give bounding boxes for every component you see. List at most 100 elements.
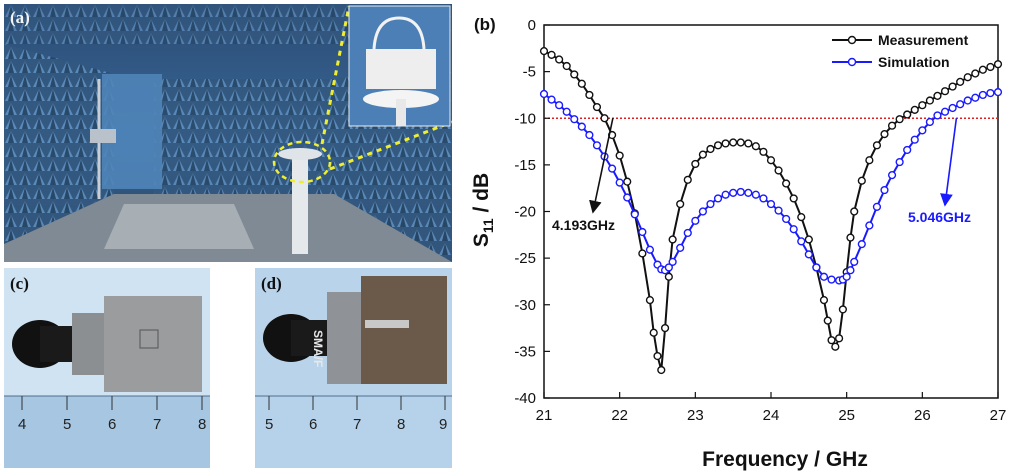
data-point-simulation [668, 257, 677, 266]
data-point-measurement [782, 179, 791, 188]
x-tick-label: 26 [914, 407, 931, 424]
data-point-simulation [948, 103, 957, 113]
data-point-simulation [850, 257, 859, 266]
data-point-simulation [608, 164, 617, 173]
data-point-simulation [933, 111, 942, 120]
data-point-measurement [819, 295, 829, 305]
data-point-measurement [759, 147, 768, 156]
data-point-measurement [880, 130, 889, 139]
x-tick-label: 27 [990, 407, 1007, 424]
data-point-measurement [789, 194, 798, 203]
data-point-simulation [623, 193, 632, 202]
ruler-tick-label: 7 [353, 416, 362, 433]
ruler-tick-label: 6 [108, 416, 117, 433]
data-point-simulation [940, 107, 950, 116]
data-point-measurement [600, 114, 609, 123]
ruler-tick-label: 6 [309, 416, 318, 433]
data-point-measurement [918, 101, 927, 110]
data-point-measurement [850, 207, 859, 216]
ruler-tick-label: 5 [63, 416, 72, 433]
data-point-measurement [555, 55, 564, 64]
data-point-simulation [555, 101, 564, 110]
antenna-back-illustration [255, 268, 452, 468]
data-point-measurement [657, 365, 666, 375]
data-point-simulation [706, 199, 715, 209]
data-point-measurement [766, 156, 776, 165]
photo-antenna-back: (d) SMA/F 5 6 7 8 9 [255, 268, 452, 468]
data-point-simulation [978, 90, 987, 100]
data-point-simulation [993, 88, 1003, 97]
data-point-simulation [789, 225, 798, 234]
data-point-measurement [978, 65, 987, 74]
y-tick-label: -10 [514, 110, 536, 127]
data-point-simulation [872, 202, 882, 211]
data-point-measurement [539, 47, 549, 56]
data-point-simulation [846, 266, 855, 275]
data-point-measurement [910, 105, 919, 114]
data-point-measurement [838, 305, 847, 314]
data-point-measurement [683, 175, 692, 184]
data-point-simulation [827, 275, 836, 284]
data-point-measurement [623, 177, 632, 186]
data-point-simulation [842, 272, 851, 281]
data-point-simulation [986, 88, 995, 98]
data-point-measurement [940, 87, 950, 96]
data-point-simulation [615, 178, 624, 187]
data-point-measurement [645, 295, 655, 305]
panel-label-b: (b) [474, 15, 496, 34]
data-point-measurement [971, 69, 980, 78]
data-point-simulation [585, 130, 594, 140]
data-point-measurement [615, 151, 624, 160]
panel-label-a: (a) [10, 8, 30, 27]
data-point-measurement [835, 334, 844, 343]
data-point-simulation [804, 250, 813, 259]
data-point-simulation [895, 157, 904, 167]
data-point-simulation [547, 95, 556, 104]
data-point-simulation [819, 272, 829, 281]
data-point-simulation [751, 190, 760, 199]
data-point-measurement [577, 79, 586, 88]
data-point-measurement [638, 249, 647, 258]
data-point-simulation [956, 100, 965, 109]
data-point-measurement [698, 150, 708, 159]
data-point-measurement [823, 316, 832, 325]
ruler-tick-label: 4 [18, 416, 27, 433]
y-tick-label: -15 [514, 157, 536, 174]
legend-label-simulation: Simulation [878, 54, 950, 70]
data-point-simulation [645, 245, 655, 254]
data-point-simulation [721, 190, 730, 199]
data-point-measurement [925, 96, 935, 105]
data-point-simulation [963, 96, 972, 105]
data-point-measurement [831, 342, 840, 351]
x-tick-label: 21 [536, 407, 553, 424]
data-point-simulation [759, 194, 768, 203]
data-point-measurement [887, 121, 897, 130]
data-point-simulation [903, 145, 912, 155]
data-point-measurement [774, 166, 783, 175]
data-point-measurement [691, 159, 700, 169]
data-point-simulation [729, 188, 738, 197]
annotation-arrow-5046 [940, 118, 958, 207]
data-point-measurement [736, 138, 745, 147]
data-point-measurement [956, 77, 965, 86]
annotation-4193: 4.193GHz [552, 217, 615, 233]
data-point-simulation [736, 187, 745, 197]
ruler-tick-label: 5 [265, 416, 274, 433]
photo-anechoic-chamber: (a) [4, 4, 452, 262]
data-point-simulation [592, 141, 602, 150]
legend: Measurement Simulation [832, 32, 969, 70]
data-point-measurement [653, 351, 662, 361]
data-point-measurement [729, 138, 738, 147]
data-point-measurement [846, 233, 855, 242]
data-point-measurement [933, 91, 942, 100]
data-point-simulation [880, 185, 889, 195]
s11-chart: (b) 21 22 23 24 25 26 27 0 -5 -10 -15 -20 -25 -30 -35 -… [470, 15, 1007, 471]
data-point-simulation [562, 107, 571, 116]
data-point-simulation [971, 93, 980, 102]
data-point-measurement [721, 139, 730, 148]
data-point-measurement [570, 70, 579, 79]
data-point-simulation [812, 263, 821, 272]
data-point-measurement [986, 62, 995, 72]
ruler-tick-label: 8 [198, 416, 207, 433]
x-axis-title: Frequency / GHz [702, 448, 868, 471]
